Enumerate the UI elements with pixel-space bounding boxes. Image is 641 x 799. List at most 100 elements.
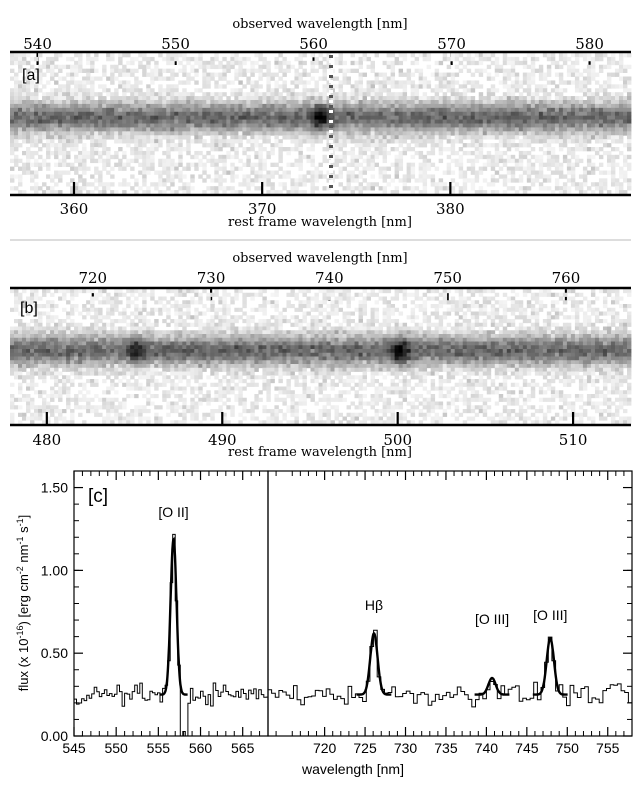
panel-a-pixel (486, 53, 492, 58)
panel-a-pixel (186, 131, 191, 136)
panel-b-pixel (98, 397, 103, 402)
panel-a-pixel (270, 123, 275, 128)
panel-a-pixel (526, 84, 532, 89)
panel-a-pixel (74, 115, 79, 120)
panel-b-pixel (106, 360, 111, 365)
panel-a-pixel (298, 123, 303, 128)
panel-a-pixel (590, 76, 596, 81)
panel-a-pixel (458, 119, 464, 124)
panel-a-pixel (42, 103, 47, 109)
panel-a-pixel (530, 182, 536, 187)
panel-a-pixel (610, 166, 616, 171)
panel-a-pixel (418, 154, 424, 160)
panel-a-pixel (254, 186, 259, 191)
panel-b-pixel (30, 386, 35, 391)
panel-a-pixel (226, 100, 231, 105)
panel-a-pixel (502, 131, 508, 136)
panel-a-pixel (602, 135, 608, 140)
panel-b-pixel (146, 337, 151, 342)
panel-a-pixel (334, 92, 339, 97)
panel-b-pixel (70, 319, 75, 324)
panel-a-pixel (18, 127, 23, 132)
panel-a-pixel (266, 72, 271, 77)
panel-b-pixel (34, 390, 39, 395)
panel-b-pixel (106, 416, 111, 421)
panel-a-pixel (74, 170, 79, 175)
panel-b-pixel (34, 356, 39, 361)
panel-a-pixel (370, 88, 375, 93)
panel-b-pixel (46, 300, 51, 305)
panel-a-pixel (18, 111, 23, 117)
panel-a-pixel (586, 111, 592, 117)
panel-a-pixel (422, 76, 428, 81)
panel-b-pixel (78, 390, 83, 395)
panel-a-pixel (90, 100, 95, 105)
panel-a-pixel (442, 182, 448, 187)
panel-a-pixel (42, 119, 47, 124)
panel-a-pixel (542, 103, 548, 109)
panel-a-pixel (574, 127, 580, 132)
panel-b-pixel (38, 345, 43, 350)
panel-a-pixel (474, 100, 480, 105)
panel-a-pixel (534, 107, 540, 113)
panel-a-pixel (402, 88, 408, 93)
panel-a-pixel (118, 111, 123, 117)
panel-b-pixel (158, 330, 163, 335)
panel-a-pixel (30, 100, 35, 105)
panel-b-pixel (46, 315, 51, 320)
panel-a-pixel (618, 123, 624, 128)
panel-a-pixel (70, 190, 75, 195)
panel-a-pixel (458, 123, 464, 128)
panel-a-pixel (198, 115, 203, 120)
panel-a-pixel (430, 119, 436, 124)
panel-b-pixel (78, 360, 83, 365)
panel-a-pixel (550, 170, 556, 175)
panel-b-pixel (118, 349, 123, 354)
panel-b-pixel (126, 360, 131, 365)
panel-b-pixel (150, 349, 155, 354)
panel-a-pixel (170, 53, 175, 58)
panel-a-pixel (514, 84, 520, 89)
panel-b-pixel (154, 367, 159, 372)
panel-a-pixel (382, 76, 388, 81)
panel-b-pixel (54, 349, 59, 354)
panel-a-pixel (174, 147, 179, 152)
panel-b-pixel (154, 330, 159, 335)
panel-b-pixel (130, 341, 135, 346)
panel-a-pixel (458, 131, 464, 136)
panel-a-pixel (602, 103, 608, 109)
panel-b-pixel (74, 292, 79, 297)
panel-a-pixel (402, 174, 408, 179)
panel-b-pixel (18, 349, 23, 354)
panel-a-pixel (562, 88, 568, 93)
panel-a-pixel (530, 178, 536, 183)
panel-a-pixel (478, 166, 484, 171)
panel-a-pixel (398, 53, 404, 58)
panel-a-pixel (26, 72, 31, 77)
panel-b-pixel (14, 289, 19, 294)
panel-a-pixel (506, 115, 512, 120)
panel-a-pixel (54, 92, 59, 97)
panel-a-pixel (274, 72, 279, 77)
panel-a-pixel (470, 186, 476, 191)
panel-a-pixel (542, 162, 548, 167)
panel-a-pixel (14, 186, 19, 191)
panel-b-pixel (26, 300, 31, 305)
panel-a-pixel (34, 158, 39, 164)
panel-a-pixel (230, 88, 235, 93)
panel-b-pixel (134, 322, 139, 327)
panel-b-pixel (34, 289, 39, 294)
panel-a-pixel (198, 56, 203, 62)
panel-a-pixel (106, 170, 111, 175)
panel-a-pixel (122, 53, 127, 58)
panel-a-pixel (14, 143, 19, 148)
panel-a-pixel (146, 88, 151, 93)
panel-a-pixel (350, 135, 355, 140)
panel-a-pixel (122, 107, 127, 113)
panel-b-pixel (134, 315, 139, 320)
panel-a-pixel (470, 103, 476, 109)
panel-a-pixel (374, 139, 379, 144)
panel-a-pixel (46, 143, 51, 148)
panel-a-pixel (234, 150, 239, 156)
panel-a-pixel (82, 147, 87, 152)
